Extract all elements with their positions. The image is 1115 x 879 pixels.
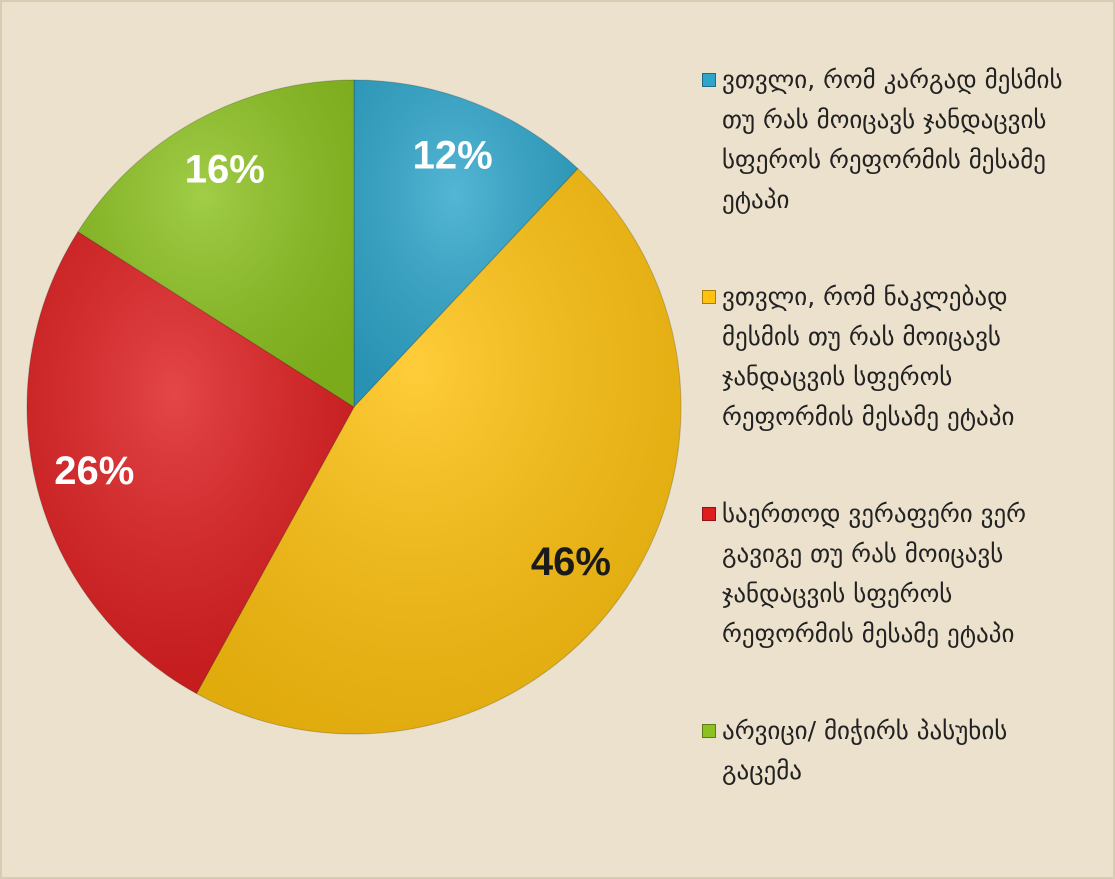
pie-chart: 12% 46% 26% 16% bbox=[26, 79, 682, 735]
legend-entry: საერთოდ ვერაფერი ვერ გავიგე თუ რას მოიცა… bbox=[702, 494, 1092, 654]
legend-marker bbox=[702, 724, 716, 738]
legend-label: საერთოდ ვერაფერი ვერ გავიგე თუ რას მოიცა… bbox=[722, 499, 1027, 648]
data-label: 26% bbox=[54, 449, 134, 493]
legend-entry: ვთვლი, რომ კარგად მესმის თუ რას მოიცავს … bbox=[702, 60, 1092, 220]
legend-marker bbox=[702, 290, 716, 304]
legend-marker bbox=[702, 507, 716, 521]
legend-entry: ვთვლი, რომ ნაკლებად მესმის თუ რას მოიცავ… bbox=[702, 277, 1092, 437]
legend-entry: არვიცი/ მიჭირს პასუხის გაცემა bbox=[702, 711, 1092, 791]
data-label: 16% bbox=[185, 148, 265, 192]
legend-marker bbox=[702, 73, 716, 87]
data-label: 46% bbox=[531, 540, 611, 584]
legend-label: ვთვლი, რომ კარგად მესმის თუ რას მოიცავს … bbox=[722, 65, 1063, 214]
data-label: 12% bbox=[413, 133, 493, 177]
legend-label: არვიცი/ მიჭირს პასუხის გაცემა bbox=[722, 716, 1008, 785]
legend-label: ვთვლი, რომ ნაკლებად მესმის თუ რას მოიცავ… bbox=[722, 282, 1015, 431]
legend: ვთვლი, რომ კარგად მესმის თუ რას მოიცავს … bbox=[702, 60, 1092, 848]
